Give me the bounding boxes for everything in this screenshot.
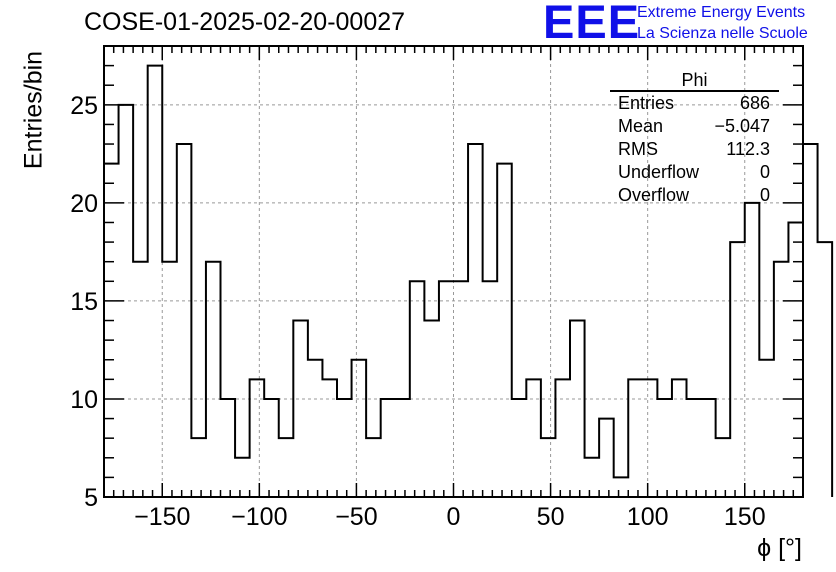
stats-value: 112.3	[726, 139, 770, 159]
histogram-bin	[366, 438, 381, 497]
histogram-bin	[483, 281, 498, 497]
histogram-bin	[148, 66, 163, 497]
histogram-outline	[103, 64, 834, 497]
histogram-bin	[614, 477, 629, 497]
stats-value: 0	[759, 185, 770, 205]
histogram-bin	[395, 399, 410, 497]
x-tick-label: −100	[231, 503, 287, 531]
stats-row-rms: RMS 112.3	[610, 138, 779, 161]
histogram-bin	[759, 360, 774, 497]
tick-labels: −150 −100 −50 0 50 100 150 5 10 15 20 25	[70, 92, 765, 531]
histogram-bin	[279, 438, 294, 497]
histogram-bin	[206, 262, 221, 497]
histogram-bin	[410, 281, 425, 497]
x-tick-label: −50	[335, 503, 377, 531]
histogram-bin	[745, 203, 760, 497]
y-axis-label: Entries/bin	[19, 50, 48, 170]
x-tick-label: −150	[134, 503, 190, 531]
histogram-bin	[643, 379, 658, 497]
histogram-bin	[657, 399, 672, 497]
stats-histogram-name: Phi	[610, 70, 779, 92]
x-tick-label: 0	[447, 503, 461, 531]
y-tick-label: 25	[70, 92, 98, 120]
stats-label: Overflow	[618, 185, 690, 205]
histogram-bin	[439, 281, 454, 497]
x-axis-label: ϕ [°]	[757, 534, 802, 562]
histogram-bin	[526, 379, 541, 497]
histogram-bin	[774, 262, 789, 497]
histogram-bin	[512, 399, 527, 497]
histogram-bin	[337, 399, 352, 497]
y-tick-label: 10	[70, 386, 98, 414]
y-tick-label: 5	[84, 484, 98, 512]
x-tick-label: 150	[724, 503, 766, 531]
histogram-bin	[293, 321, 308, 497]
histogram-bin	[672, 379, 687, 497]
histogram-bin	[599, 419, 614, 497]
histogram-bin	[104, 164, 119, 497]
histogram-bin	[424, 321, 439, 497]
stats-row-mean: Mean −5.047	[610, 115, 779, 138]
histogram-bin	[628, 379, 643, 497]
histogram-bin	[716, 438, 731, 497]
histogram-bin	[221, 399, 236, 497]
eee-logo: EEE	[543, 0, 641, 48]
y-tick-label: 15	[70, 288, 98, 316]
histogram-bin	[803, 144, 818, 497]
histogram-bin	[322, 379, 337, 497]
stats-label: Mean	[618, 116, 664, 136]
axis-ticks	[104, 46, 803, 497]
histogram-bin	[264, 399, 279, 497]
stats-value: 0	[759, 162, 770, 182]
stats-label: Underflow	[618, 162, 700, 182]
histogram-bin	[570, 321, 585, 497]
histogram-bin	[687, 399, 702, 497]
histogram-bin	[177, 144, 192, 497]
histogram-bin	[454, 281, 469, 497]
histogram-bin	[133, 262, 148, 497]
histogram-bin	[191, 438, 206, 497]
y-tick-label: 20	[70, 190, 98, 218]
histogram-bin	[381, 399, 396, 497]
histogram-bin	[162, 262, 177, 497]
histogram-bin	[555, 379, 570, 497]
x-tick-label: 100	[627, 503, 669, 531]
histogram-bin	[235, 458, 250, 497]
stats-box: Phi Entries 686 Mean −5.047 RMS 112.3 Un…	[610, 70, 779, 207]
histogram-bin	[541, 438, 556, 497]
histogram-bin	[468, 144, 483, 497]
stats-label: RMS	[618, 139, 658, 159]
histogram-bin	[701, 399, 716, 497]
histogram-bin	[818, 242, 833, 497]
run-title: COSE-01-2025-02-20-00027	[84, 8, 406, 36]
histogram-bin	[352, 360, 367, 497]
stats-label: Entries	[618, 93, 675, 113]
stats-value: −5.047	[714, 116, 770, 136]
stats-value: 686	[739, 93, 770, 113]
histogram-bin	[497, 164, 512, 497]
x-tick-label: 50	[537, 503, 565, 531]
histogram-bin	[308, 360, 323, 497]
eee-tagline-2: La Scienza nelle Scuole	[637, 25, 808, 42]
histogram-bin	[730, 242, 745, 497]
histogram-bin	[585, 458, 600, 497]
stats-row-underflow: Underflow 0	[610, 161, 779, 184]
stats-row-overflow: Overflow 0	[610, 184, 779, 207]
eee-tagline-1: Extreme Energy Events	[637, 4, 806, 21]
stats-row-entries: Entries 686	[610, 92, 779, 115]
histogram-bin	[250, 379, 265, 497]
